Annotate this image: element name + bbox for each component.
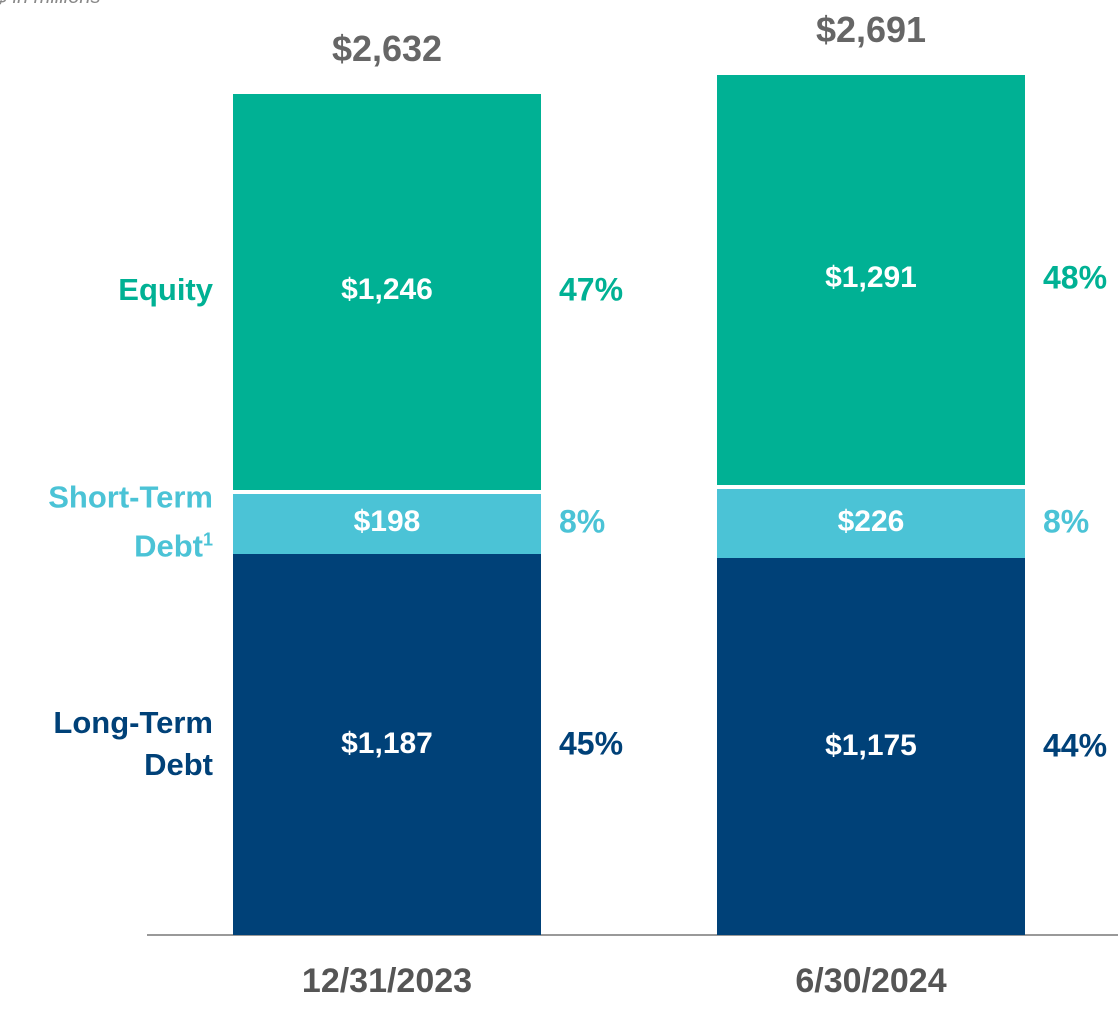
bar-segment bbox=[233, 90, 541, 491]
subtitle: $ in millions bbox=[0, 0, 100, 9]
x-axis-line bbox=[147, 934, 1118, 936]
legend-name: Equity bbox=[118, 272, 213, 308]
legend-label: Long-Term Debt bbox=[13, 702, 213, 786]
value-label: $226 bbox=[837, 504, 905, 538]
share-label: 8% bbox=[559, 503, 606, 540]
bar-segment bbox=[717, 557, 1025, 935]
share-label: 47% bbox=[559, 271, 624, 308]
legend-name: Long-Term Debt bbox=[53, 705, 213, 783]
share-label: 45% bbox=[559, 725, 624, 762]
share-label: 48% bbox=[1043, 259, 1108, 296]
legend-label: Short-Term Debt1 bbox=[13, 476, 213, 567]
share-label: 8% bbox=[1043, 503, 1090, 539]
x-tick-label: 12/31/2023 bbox=[301, 962, 473, 1000]
value-label: $1,187 bbox=[341, 727, 433, 761]
footnote-marker: 1 bbox=[202, 529, 213, 550]
value-label: $198 bbox=[353, 505, 421, 539]
legend-name: Short-Term Debt bbox=[48, 479, 213, 564]
share-label: 44% bbox=[1043, 727, 1108, 764]
bar-segment bbox=[717, 70, 1025, 486]
value-label: $1,291 bbox=[825, 261, 917, 294]
bar-segment bbox=[717, 485, 1025, 558]
legend-label: Equity bbox=[13, 269, 213, 311]
bar-segment bbox=[233, 490, 541, 554]
total-label: $2,632 bbox=[331, 28, 443, 70]
x-tick-label: 6/30/2024 bbox=[795, 962, 947, 1000]
bar-segment bbox=[233, 553, 541, 935]
value-label: $1,246 bbox=[341, 273, 433, 307]
total-label: $2,691 bbox=[815, 9, 927, 51]
value-label: $1,175 bbox=[825, 729, 917, 763]
